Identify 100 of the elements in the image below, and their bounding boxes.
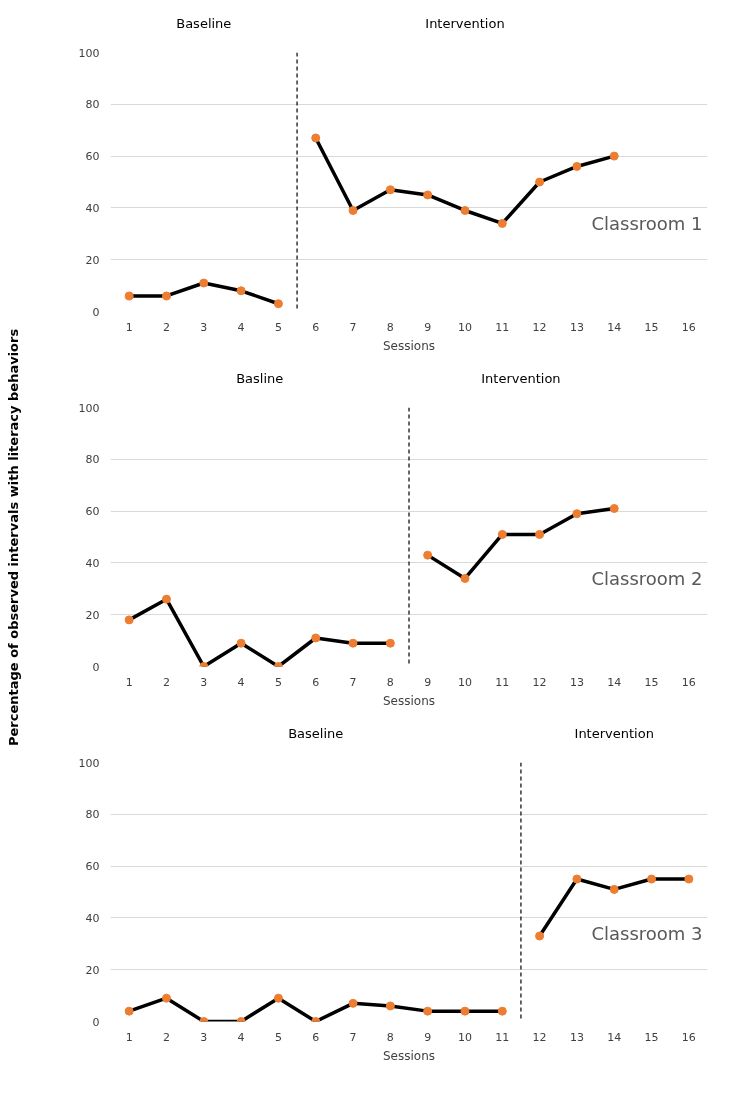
y-tick-label: 100 xyxy=(78,401,100,415)
y-tick-label: 60 xyxy=(85,150,100,164)
y-axis-title: Percentage of observed intervals with literacy behaviors xyxy=(5,327,22,749)
point xyxy=(460,206,470,215)
point xyxy=(311,633,321,643)
x-tick-label: 15 xyxy=(644,1030,659,1044)
x-tick-label: 1 xyxy=(125,1030,133,1044)
y-tick-label: 80 xyxy=(85,808,100,822)
x-tick-label: 13 xyxy=(569,1030,584,1044)
point xyxy=(535,931,545,941)
point xyxy=(273,993,283,1003)
point xyxy=(348,998,358,1008)
x-tick-label: 16 xyxy=(681,1030,696,1044)
point xyxy=(124,1006,134,1016)
y-tick-label: 40 xyxy=(85,556,100,570)
y-tick-label: 100 xyxy=(78,46,100,60)
annotation: Classroom 2 xyxy=(591,567,703,589)
x-tick-label: 4 xyxy=(237,675,245,689)
text: Intervention xyxy=(574,725,654,741)
x-tick-label: 2 xyxy=(162,320,170,334)
x-tick-label: 9 xyxy=(424,1030,432,1044)
point xyxy=(535,177,545,187)
x-tick-label: 8 xyxy=(386,1030,394,1044)
point xyxy=(423,1006,433,1016)
text: Intervention xyxy=(425,15,505,31)
point xyxy=(236,286,246,296)
x-tick-label: 5 xyxy=(274,1030,282,1044)
x-tick-label: 15 xyxy=(644,675,659,689)
y-tick-label: 0 xyxy=(92,660,100,674)
point xyxy=(609,884,619,894)
point xyxy=(572,874,582,884)
point xyxy=(311,133,321,143)
x-tick-label: 14 xyxy=(607,1030,622,1044)
x-tick-label: 6 xyxy=(312,1030,320,1044)
x-tick-label: 2 xyxy=(162,675,170,689)
point xyxy=(385,638,395,648)
x-tick-label: 3 xyxy=(200,320,208,334)
x-tick-label: 4 xyxy=(237,1030,245,1044)
point xyxy=(423,190,433,200)
point xyxy=(497,1006,507,1016)
x-tick-label: 4 xyxy=(237,320,245,334)
point xyxy=(423,550,433,560)
x-tick-label: 10 xyxy=(457,320,472,334)
x-axis-title: Sessions xyxy=(382,338,436,353)
y-tick-label: 80 xyxy=(85,453,100,467)
x-tick-label: 3 xyxy=(200,675,208,689)
x-tick-label: 2 xyxy=(162,1030,170,1044)
point xyxy=(385,1001,395,1011)
point xyxy=(161,993,171,1003)
x-tick-label: 7 xyxy=(349,320,357,334)
x-tick-label: 13 xyxy=(569,320,584,334)
text: Baseline xyxy=(288,725,344,741)
x-tick-label: 13 xyxy=(569,675,584,689)
x-tick-label: 10 xyxy=(457,675,472,689)
point xyxy=(572,161,582,171)
x-axis-title: Sessions xyxy=(382,1048,436,1063)
point xyxy=(273,299,283,309)
text: Intervention xyxy=(481,370,561,386)
point xyxy=(161,594,171,604)
x-tick-label: 9 xyxy=(424,675,432,689)
x-tick-label: 12 xyxy=(532,675,547,689)
x-tick-label: 14 xyxy=(607,320,622,334)
x-tick-label: 11 xyxy=(495,320,510,334)
x-tick-label: 11 xyxy=(495,675,510,689)
point xyxy=(684,874,694,884)
x-tick-label: 6 xyxy=(312,320,320,334)
x-tick-label: 8 xyxy=(386,320,394,334)
x-tick-label: 16 xyxy=(681,320,696,334)
y-tick-label: 80 xyxy=(85,98,100,112)
point xyxy=(497,529,507,539)
point xyxy=(609,504,619,513)
x-tick-label: 15 xyxy=(644,320,659,334)
point xyxy=(124,291,134,301)
y-tick-label: 0 xyxy=(92,305,100,319)
y-tick-label: 40 xyxy=(85,201,100,215)
x-tick-label: 1 xyxy=(125,675,133,689)
point xyxy=(161,291,171,301)
point xyxy=(348,638,358,648)
annotation: Classroom 1 xyxy=(591,212,703,234)
point xyxy=(460,573,470,583)
point xyxy=(460,1006,470,1016)
x-tick-label: 7 xyxy=(349,675,357,689)
point xyxy=(348,206,358,215)
annotation: Classroom 3 xyxy=(591,922,703,944)
y-tick-label: 60 xyxy=(85,505,100,519)
x-tick-label: 11 xyxy=(495,1030,510,1044)
x-tick-label: 6 xyxy=(312,675,320,689)
x-tick-label: 8 xyxy=(386,675,394,689)
x-tick-label: 16 xyxy=(681,675,696,689)
x-tick-label: 14 xyxy=(607,675,622,689)
point xyxy=(535,529,545,539)
x-tick-label: 9 xyxy=(424,320,432,334)
y-tick-label: 20 xyxy=(85,608,100,622)
x-axis-title: Sessions xyxy=(382,693,436,708)
y-tick-label: 100 xyxy=(78,756,100,770)
y-tick-label: 60 xyxy=(85,860,100,874)
text: Basline xyxy=(236,370,284,386)
point xyxy=(124,615,134,625)
text: Baseline xyxy=(176,15,232,31)
x-tick-label: 5 xyxy=(274,675,282,689)
